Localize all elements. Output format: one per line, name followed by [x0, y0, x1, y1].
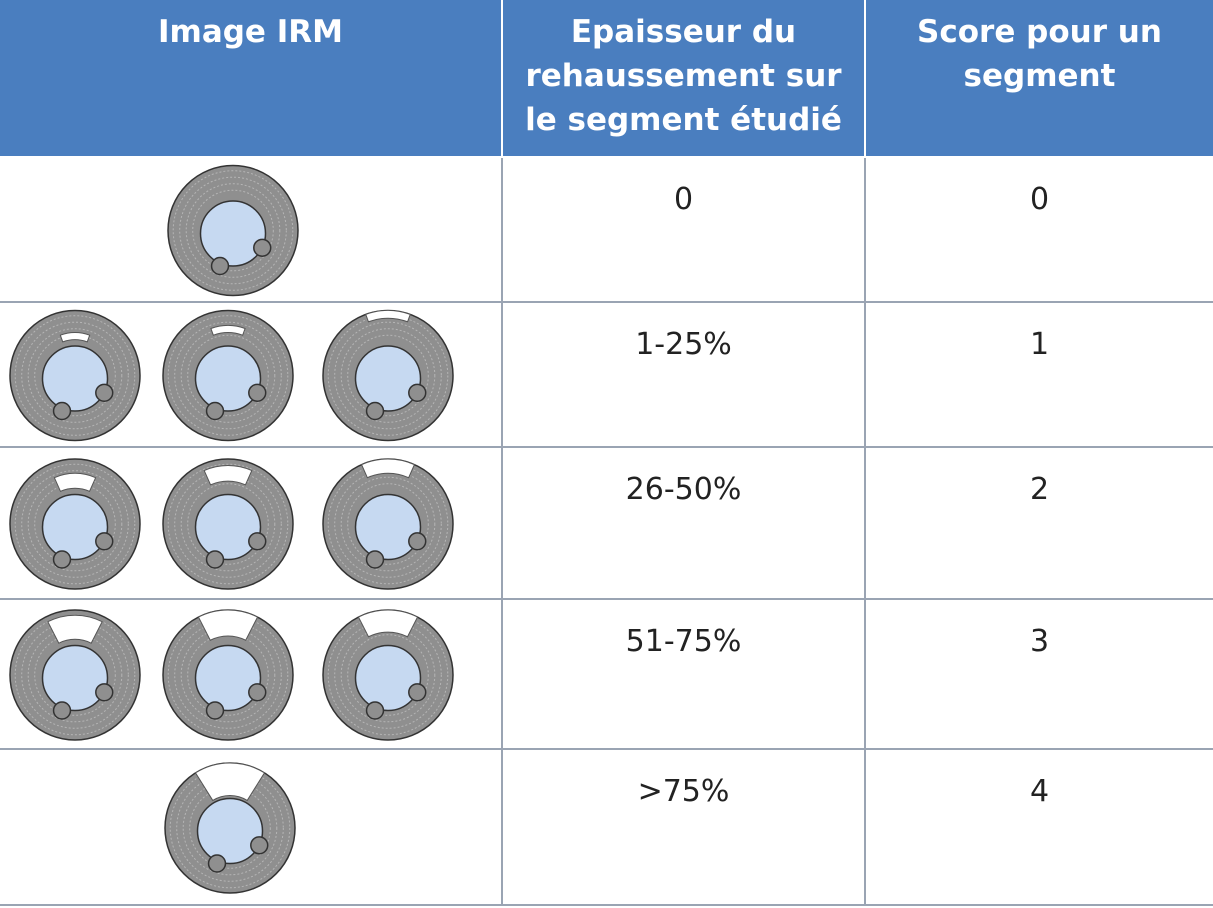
ring-line — [14, 463, 136, 585]
thickness-cell: 1-25% — [503, 303, 866, 448]
papillary — [253, 238, 272, 258]
ring-line — [192, 189, 274, 272]
papillary — [207, 854, 227, 873]
score-cell: 1 — [866, 303, 1213, 448]
ring-line — [14, 315, 136, 436]
ring-line — [21, 470, 129, 578]
enhancement — [210, 324, 246, 336]
papillary — [365, 550, 385, 569]
ring-line — [21, 621, 129, 729]
image-cell — [0, 448, 503, 600]
icons — [9, 458, 454, 590]
header-cell: Score pour un segment — [866, 0, 1213, 158]
ring-line — [334, 470, 442, 578]
enhancement — [194, 762, 266, 802]
cavity — [354, 644, 422, 712]
enhancement — [365, 310, 411, 323]
thickness-cell: >75% — [503, 750, 866, 906]
ring-line — [174, 470, 282, 578]
ring-line — [172, 170, 294, 291]
enhancement — [360, 458, 416, 479]
ring-line — [187, 483, 269, 565]
cavity — [41, 493, 109, 561]
score-cell: 2 — [866, 448, 1213, 600]
icons — [9, 309, 454, 442]
papillary — [210, 256, 230, 276]
cavity — [41, 644, 109, 712]
cavity — [354, 345, 422, 412]
score-cell: 3 — [866, 600, 1213, 750]
papillary — [248, 383, 267, 403]
thickness-cell: 51-75% — [503, 600, 866, 750]
image-cell — [0, 158, 503, 303]
enhancement — [203, 465, 253, 486]
ring-line — [167, 463, 289, 585]
ring-line — [334, 621, 442, 729]
cavity — [41, 345, 109, 412]
papillary — [365, 401, 385, 421]
ring-line — [174, 321, 282, 430]
papillary — [95, 683, 114, 702]
score-cell: 0 — [866, 158, 1213, 303]
ring-line — [179, 176, 287, 285]
icons — [9, 609, 454, 741]
papillary — [52, 701, 72, 720]
cavity — [354, 493, 422, 561]
ring-line — [27, 328, 123, 423]
ring-line — [174, 621, 282, 729]
image-cell — [0, 600, 503, 750]
cavity — [194, 644, 262, 712]
cavity — [199, 200, 267, 267]
papillary — [408, 532, 427, 551]
thickness-cell: 0 — [503, 158, 866, 303]
ring-line — [340, 476, 436, 572]
ring-line — [187, 334, 269, 417]
papillary — [205, 701, 225, 720]
image-cell — [0, 303, 503, 448]
papillary — [365, 701, 385, 720]
enhancement — [47, 614, 103, 644]
header-cell: Epaisseur du rehaussement sur le segment… — [503, 0, 866, 158]
ring-line — [167, 315, 289, 436]
enhancement — [59, 332, 91, 343]
papillary — [205, 550, 225, 569]
enhancement — [53, 472, 97, 493]
cavity — [196, 797, 264, 865]
image-cell — [0, 750, 503, 906]
papillary — [248, 532, 267, 551]
ring-line — [340, 328, 436, 423]
score-cell: 4 — [866, 750, 1213, 906]
cavity — [194, 493, 262, 561]
papillary — [52, 550, 72, 569]
papillary — [205, 401, 225, 421]
papillary — [52, 401, 72, 421]
papillary — [248, 683, 267, 702]
papillary — [408, 683, 427, 702]
papillary — [95, 532, 114, 551]
header-cell: Image IRM — [0, 0, 503, 158]
ring-line — [347, 334, 429, 417]
icons — [164, 762, 296, 894]
cavity — [194, 345, 262, 412]
enhancement — [357, 609, 419, 638]
icons — [167, 164, 299, 297]
ring-line — [185, 183, 281, 278]
enhancement — [197, 609, 259, 641]
papillary — [95, 383, 114, 403]
ring-line — [176, 774, 284, 882]
papillary — [408, 383, 427, 403]
ring-line — [347, 483, 429, 565]
papillary — [250, 836, 269, 855]
ring-line — [21, 321, 129, 430]
ring-line — [334, 321, 442, 430]
thickness-cell: 26-50% — [503, 448, 866, 600]
ring-line — [347, 634, 429, 716]
